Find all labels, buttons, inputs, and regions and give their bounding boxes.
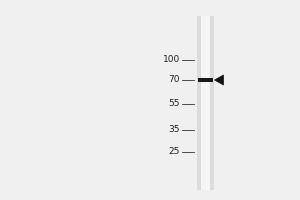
Text: 25: 25 [169,148,180,156]
Bar [201,16,210,190]
Polygon shape [214,75,224,85]
Text: 70: 70 [169,75,180,84]
Text: 100: 100 [163,55,180,64]
Bar [198,78,213,82]
Text: 55: 55 [169,99,180,108]
Text: 35: 35 [169,126,180,134]
Bar [197,16,214,190]
